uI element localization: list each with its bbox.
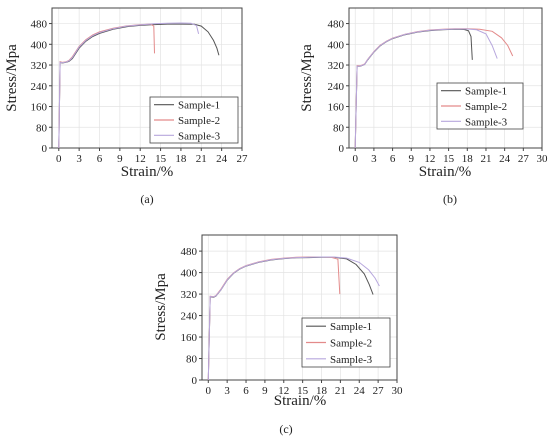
x-tick-label: 27 bbox=[373, 385, 385, 397]
chart-panel-1: 0 3 6 9 12 15 18 21 24 27 0 80 160 240 320 400 480 Strain… bbox=[4, 7, 249, 206]
x-tick-label: 15 bbox=[297, 385, 309, 397]
y-tick-label: 240 bbox=[328, 81, 345, 93]
x-tick-label: 6 bbox=[390, 153, 396, 165]
legend-label-sample-2: Sample-2 bbox=[178, 115, 220, 127]
x-tick-label: 3 bbox=[371, 153, 377, 165]
legend-label-sample-3: Sample-3 bbox=[330, 354, 373, 366]
y-tick-label: 240 bbox=[31, 81, 48, 93]
y-tick-label: 320 bbox=[328, 60, 345, 72]
x-axis-title: Strain/% bbox=[274, 393, 327, 409]
legend-label-sample-1: Sample-1 bbox=[465, 86, 507, 98]
x-tick-label: 27 bbox=[518, 153, 530, 165]
y-tick-label: 480 bbox=[181, 246, 198, 258]
x-tick-label: 9 bbox=[262, 385, 268, 397]
y-tick-label: 320 bbox=[31, 60, 48, 72]
series-line-sample-3 bbox=[354, 28, 498, 149]
x-tick-label: 30 bbox=[537, 153, 549, 165]
y-tick-label: 160 bbox=[328, 102, 345, 114]
y-tick-label: 480 bbox=[31, 19, 48, 31]
legend-label-sample-3: Sample-3 bbox=[178, 130, 221, 142]
plot-frame bbox=[51, 7, 243, 149]
legend-label-sample-1: Sample-1 bbox=[330, 321, 372, 333]
x-tick-label: 18 bbox=[175, 153, 187, 165]
y-tick-label: 0 bbox=[192, 375, 198, 387]
x-tick-label: 9 bbox=[117, 153, 123, 165]
plot-frame bbox=[348, 7, 543, 149]
plot-frame bbox=[201, 234, 398, 381]
legend-label-sample-3: Sample-3 bbox=[465, 116, 508, 128]
series-line-sample-3 bbox=[58, 22, 200, 149]
x-tick-label: 18 bbox=[316, 385, 328, 397]
x-tick-label: 0 bbox=[206, 385, 212, 397]
y-tick-label: 480 bbox=[328, 19, 345, 31]
chart-panel-3: 0 3 6 9 12 15 18 21 24 27 30080160240320400480Stra… bbox=[153, 234, 404, 436]
series-line-sample-3 bbox=[207, 256, 380, 381]
y-tick-label: 160 bbox=[31, 102, 48, 114]
panel-caption: (a) bbox=[140, 192, 153, 206]
x-tick-label: 24 bbox=[499, 153, 511, 165]
y-tick-label: 80 bbox=[186, 354, 198, 366]
x-tick-label: 21 bbox=[480, 153, 491, 165]
y-tick-label: 400 bbox=[181, 268, 198, 280]
x-tick-label: 18 bbox=[462, 153, 474, 165]
y-tick-label: 240 bbox=[181, 311, 198, 323]
x-tick-label: 24 bbox=[216, 153, 228, 165]
y-axis-title: Stress/Mpa bbox=[4, 44, 20, 112]
y-tick-label: 160 bbox=[181, 332, 198, 344]
x-tick-label: 6 bbox=[243, 385, 249, 397]
x-tick-label: 27 bbox=[237, 153, 249, 165]
x-tick-label: 15 bbox=[155, 153, 167, 165]
y-axis-title: Stress/Mpa bbox=[299, 44, 315, 112]
legend: Sample-1 Sample-2 Sample-3 bbox=[301, 317, 391, 368]
legend: Sample-1 Sample-2 Sample-3 bbox=[436, 82, 524, 130]
y-tick-label: 80 bbox=[36, 122, 48, 134]
y-tick-label: 400 bbox=[328, 39, 345, 51]
chart-panel-2: 0 3 6 9 12 15 18 21 24 27 30 0 80 160 240 320 400 480 Stra… bbox=[299, 7, 549, 206]
x-tick-label: 6 bbox=[97, 153, 103, 165]
x-tick-label: 9 bbox=[409, 153, 415, 165]
x-tick-label: 21 bbox=[196, 153, 207, 165]
y-tick-label: 80 bbox=[333, 122, 345, 134]
x-tick-label: 3 bbox=[76, 153, 82, 165]
x-axis-title: Strain/% bbox=[419, 164, 472, 180]
x-axis-title: Strain/% bbox=[121, 164, 174, 180]
x-tick-label: 0 bbox=[352, 153, 358, 165]
legend-label-sample-1: Sample-1 bbox=[178, 100, 220, 112]
x-tick-label: 30 bbox=[392, 385, 404, 397]
y-axis-title: Stress/Mpa bbox=[153, 273, 169, 341]
panel-caption: (c) bbox=[279, 422, 292, 436]
y-tick-label: 320 bbox=[181, 289, 198, 301]
legend: Sample-1 Sample-2 Sample-3 bbox=[149, 96, 239, 144]
legend-label-sample-2: Sample-2 bbox=[465, 101, 507, 113]
y-tick-label: 400 bbox=[31, 39, 48, 51]
x-tick-label: 15 bbox=[443, 153, 455, 165]
x-tick-label: 12 bbox=[424, 153, 435, 165]
x-tick-label: 12 bbox=[135, 153, 146, 165]
x-tick-label: 0 bbox=[56, 153, 62, 165]
y-tick-label: 0 bbox=[339, 143, 345, 155]
x-tick-label: 12 bbox=[278, 385, 289, 397]
legend-label-sample-2: Sample-2 bbox=[330, 338, 372, 350]
x-tick-label: 3 bbox=[224, 385, 230, 397]
panel-caption: (b) bbox=[443, 192, 457, 206]
x-tick-label: 24 bbox=[354, 385, 366, 397]
y-tick-label: 0 bbox=[42, 143, 48, 155]
x-tick-label: 21 bbox=[335, 385, 346, 397]
